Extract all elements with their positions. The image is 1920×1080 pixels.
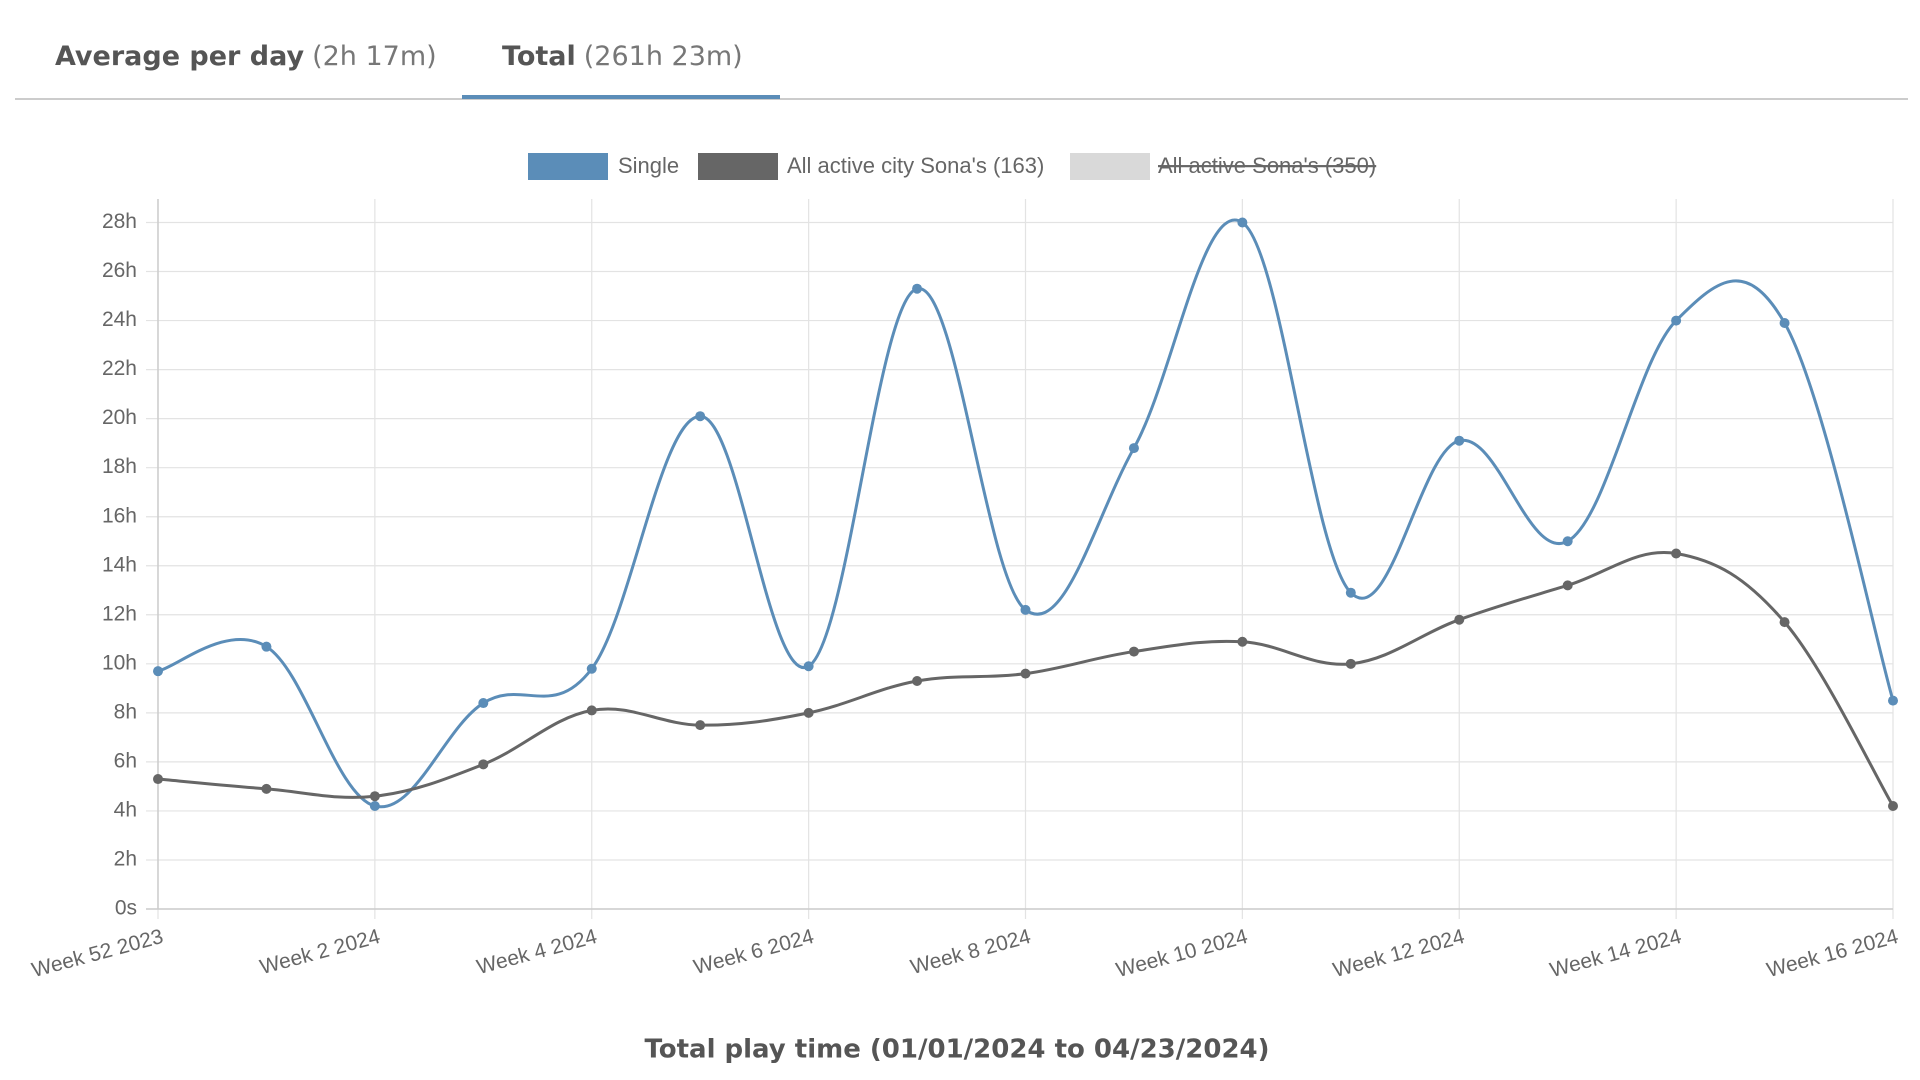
y-tick-label: 0s [115,897,137,920]
data-point [478,759,489,770]
x-tick-label: Week 16 2024 [1764,925,1901,982]
data-point [153,666,163,677]
x-tick-label: Week 6 2024 [691,925,816,979]
tab-label: Total [502,41,576,72]
y-tick-label: 26h [102,259,137,282]
data-point [1888,801,1898,812]
data-point [261,783,272,794]
data-point [803,661,814,672]
y-tick-label: 10h [102,651,137,674]
data-point [1454,614,1465,625]
y-tick-label: 20h [102,406,137,429]
active-tab-underline [462,95,780,99]
data-point [586,663,597,674]
legend-label[interactable]: Single [618,153,679,178]
data-point [1020,668,1031,679]
x-tick-label: Week 12 2024 [1331,925,1468,982]
x-tick-label: Week 10 2024 [1114,925,1251,982]
data-point [1237,636,1248,647]
tab[interactable]: Average per day (2h 17m) [55,41,437,72]
data-point [695,411,706,422]
data-point [1345,587,1356,598]
series-line [157,550,1895,807]
x-tick-label: Week 8 2024 [908,925,1033,979]
data-point [1779,617,1790,628]
data-point [369,791,380,802]
data-point [1779,318,1790,329]
data-point [586,705,597,716]
data-point [1888,695,1898,706]
data-point [478,698,489,709]
legend-swatch[interactable] [1070,153,1150,180]
x-tick-label: Week 4 2024 [474,925,599,979]
data-point [1562,580,1573,591]
y-tick-label: 24h [102,308,137,331]
data-point [369,801,380,812]
x-tick-label: Week 52 2023 [29,925,165,982]
data-point [1237,217,1248,228]
y-tick-label: 4h [114,798,137,821]
tab-label: Average per day [55,41,304,72]
legend-swatch[interactable] [698,153,778,180]
legend-swatch[interactable] [528,153,608,180]
data-point [153,774,163,785]
data-point [912,283,923,294]
x-tick-label: Week 2 2024 [257,925,382,979]
data-point [1345,658,1356,669]
legend-label[interactable]: All active city Sona's (163) [787,153,1044,178]
data-point [261,641,272,652]
data-point [1671,315,1682,326]
data-point [803,707,814,718]
data-point [695,720,706,731]
y-tick-label: 16h [102,504,137,527]
data-point [1562,536,1573,547]
data-point [1020,604,1031,615]
x-tick-label: Week 14 2024 [1547,925,1684,982]
y-tick-label: 14h [102,553,137,576]
data-point [912,675,923,686]
tab-detail: (2h 17m) [312,41,437,72]
data-point [1128,443,1139,454]
y-tick-label: 2h [114,848,137,871]
tab[interactable]: Total (261h 23m) [502,41,743,72]
y-tick-label: 18h [102,455,137,478]
y-tick-label: 8h [114,700,137,723]
x-axis-title: Total play time (01/01/2024 to 04/23/202… [644,1035,1269,1065]
y-tick-label: 28h [102,210,137,233]
data-point [1454,435,1465,446]
y-tick-label: 6h [114,749,137,772]
data-point [1671,548,1682,559]
series-line [157,218,1895,809]
y-tick-label: 12h [102,602,137,625]
tab-detail: (261h 23m) [584,41,743,72]
data-point [1128,646,1139,657]
y-tick-label: 22h [102,357,137,380]
legend-label[interactable]: All active Sona's (350) [1158,153,1376,178]
